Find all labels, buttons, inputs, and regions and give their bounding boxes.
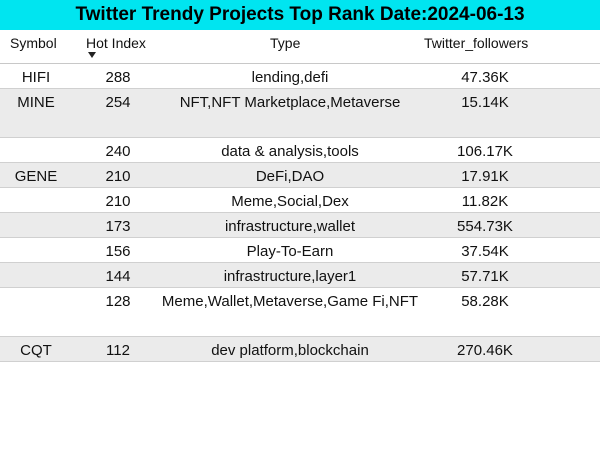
cell-symbol: HIFI xyxy=(21,69,51,86)
cell-type: NFT,NFT Marketplace,Metaverse xyxy=(179,94,401,111)
table-row[interactable]: 210 Meme,Social,Dex 11.82K xyxy=(0,188,600,213)
cell-symbol: CQT xyxy=(20,342,52,359)
cell-followers: 58.28K xyxy=(461,293,509,310)
cell-hot-index: 288 xyxy=(105,69,131,86)
table-row[interactable]: GENE 210 DeFi,DAO 17.91K xyxy=(0,163,600,188)
cell-type: Play-To-Earn xyxy=(246,243,334,260)
table-row[interactable]: 144 infrastructure,layer1 57.71K xyxy=(0,263,600,288)
cell-type: DeFi,DAO xyxy=(255,168,325,185)
table-row[interactable]: 128 Meme,Wallet,Metaverse,Game Fi,NFT 58… xyxy=(0,288,600,337)
cell-type: infrastructure,wallet xyxy=(224,218,356,235)
column-header-symbol[interactable]: Symbol xyxy=(10,35,57,51)
cell-type: infrastructure,layer1 xyxy=(223,268,357,285)
column-header-type[interactable]: Type xyxy=(270,35,301,51)
cell-hot-index: 144 xyxy=(105,268,131,285)
column-header-hot-index[interactable]: Hot Index xyxy=(86,35,146,51)
cell-followers: 37.54K xyxy=(461,243,509,260)
table-row[interactable]: 156 Play-To-Earn 37.54K xyxy=(0,238,600,263)
cell-hot-index: 112 xyxy=(106,342,130,359)
cell-followers: 47.36K xyxy=(461,69,509,86)
cell-hot-index: 254 xyxy=(105,94,131,111)
cell-symbol: GENE xyxy=(14,168,58,185)
cell-symbol: MINE xyxy=(17,94,55,111)
cell-type: dev platform,blockchain xyxy=(211,342,369,359)
cell-hot-index: 128 xyxy=(105,293,131,310)
cell-followers: 17.91K xyxy=(461,168,509,185)
cell-followers: 270.46K xyxy=(457,342,513,359)
cell-followers: 11.82K xyxy=(461,193,509,210)
cell-hot-index: 173 xyxy=(105,218,131,235)
cell-followers: 106.17K xyxy=(457,143,513,160)
cell-type: lending,defi xyxy=(251,69,329,86)
table-row[interactable]: HIFI 288 lending,defi 47.36K xyxy=(0,64,600,89)
table-row[interactable]: MINE 254 NFT,NFT Marketplace,Metaverse 1… xyxy=(0,89,600,138)
table-row[interactable]: CQT 112 dev platform,blockchain 270.46K xyxy=(0,337,600,362)
table-row[interactable]: 173 infrastructure,wallet 554.73K xyxy=(0,213,600,238)
cell-type: data & analysis,tools xyxy=(221,143,359,160)
table-header: Symbol Hot Index Type Twitter_followers xyxy=(0,30,600,64)
sort-down-arrow-icon[interactable] xyxy=(88,52,96,58)
table-row[interactable]: 240 data & analysis,tools 106.17K xyxy=(0,138,600,163)
cell-hot-index: 156 xyxy=(105,243,131,260)
column-header-twitter-followers[interactable]: Twitter_followers xyxy=(424,35,529,51)
cell-followers: 15.14K xyxy=(461,94,509,111)
cell-type: Meme,Wallet,Metaverse,Game Fi,NFT xyxy=(161,293,419,310)
cell-hot-index: 210 xyxy=(105,193,131,210)
table-title: Twitter Trendy Projects Top Rank Date:20… xyxy=(0,0,600,30)
cell-type: Meme,Social,Dex xyxy=(231,193,349,210)
cell-followers: 57.71K xyxy=(461,268,509,285)
cell-hot-index: 210 xyxy=(105,168,131,185)
table-body: HIFI 288 lending,defi 47.36K MINE 254 NF… xyxy=(0,64,600,362)
cell-hot-index: 240 xyxy=(105,143,131,160)
cell-followers: 554.73K xyxy=(457,218,513,235)
